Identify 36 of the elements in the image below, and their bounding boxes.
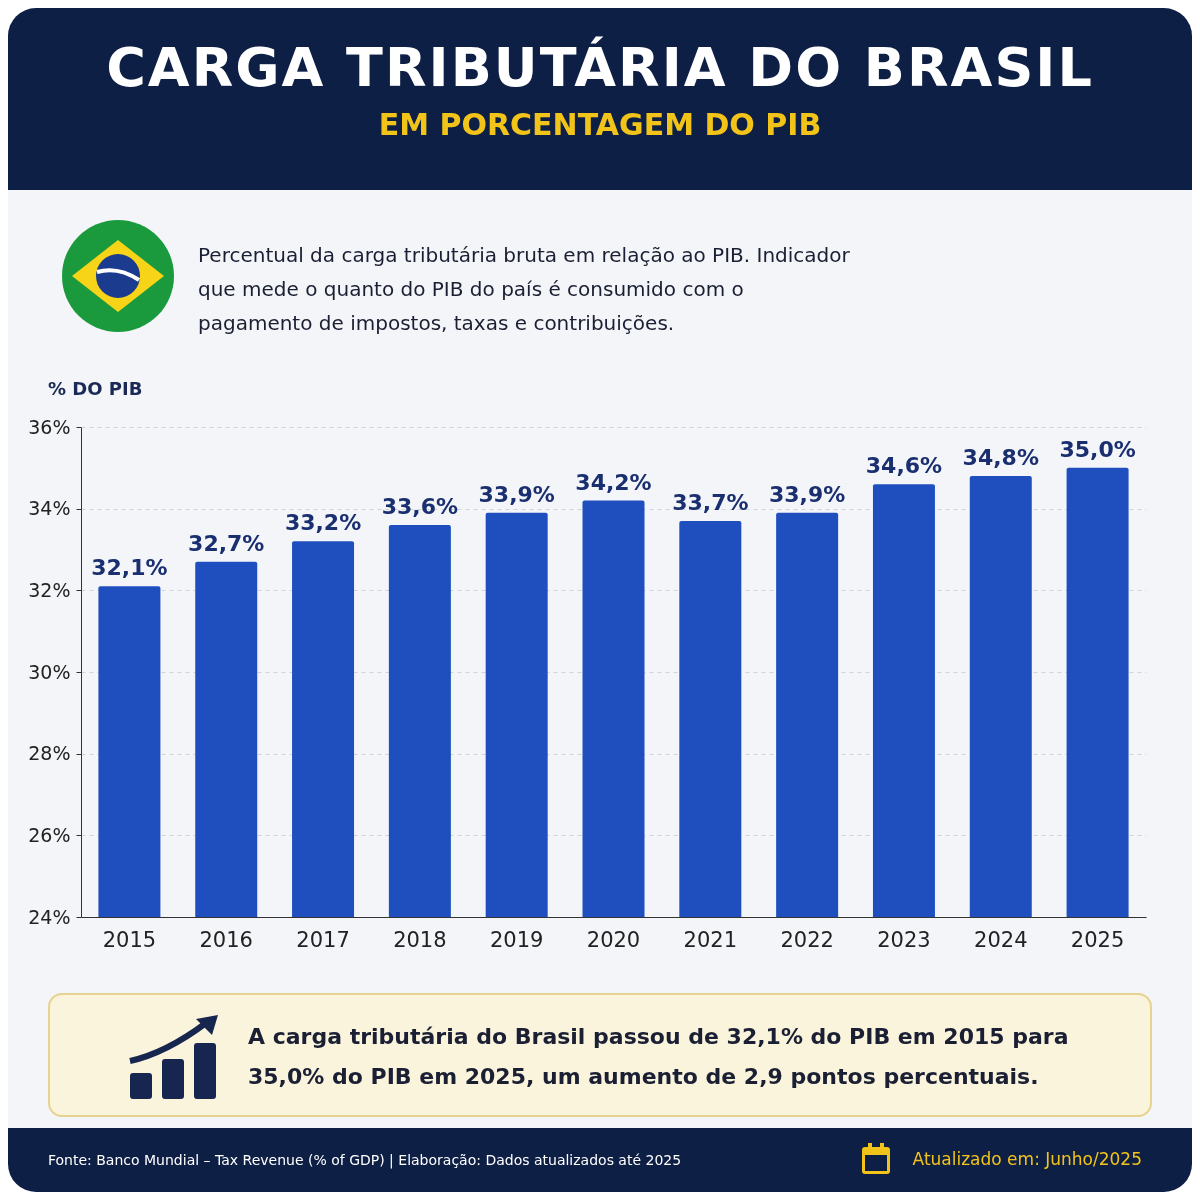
text: A carga tributária do Brasil passou de 32,1% do PIB em 2015 para 35,0% do PIB em 2025, um aumento de 2,9 pontos percentuais. [248,1023,1070,1091]
x-tick-label: 2023 [877,927,931,952]
x-tick-label: 2015 [102,927,157,952]
x-tick-label: 2024 [974,927,1028,952]
chart-subtitle: EM PORCENTAGEM DO PIB [377,107,823,142]
x-tick-label: 2018 [393,927,447,952]
x-tick-label: 2021 [683,927,738,952]
y-axis-title: % DO PIB [48,378,143,399]
y-tick-label: 30% [28,660,71,683]
data-label: 34,6% [865,453,943,479]
x-tick-label: 2025 [1070,927,1125,952]
x-tick-label: 2022 [780,927,834,952]
chart-title: CARGA TRIBUTÁRIA DO BRASIL [105,36,1095,99]
y-tick-label: 26% [28,823,71,846]
data-label: 32,7% [188,530,265,556]
data-label: 33,2% [284,510,362,536]
y-tick-label: 32% [28,578,71,601]
data-label: 34,8% [962,445,1039,470]
y-tick-label: 28% [28,742,71,765]
text: Percentual da carga tributária bruta em relação ao PIB. Indicador que mede o quanto do PIB do país é consumido com o pagamento de impostos, taxas e contribuições. [198,242,851,337]
data-label: 34,2% [575,469,652,495]
data-label: 33,7% [672,489,749,515]
source-note: Fonte: Banco Mundial – Tax Revenue (% of GDP) | Elaboração: Dados atualizados até 2025 [48,1152,682,1168]
y-tick-label: 36% [28,415,71,438]
y-tick-label: 24% [28,905,71,928]
y-tick-label: 34% [28,497,71,520]
data-label: 35,0% [1059,436,1136,462]
x-tick-label: 2016 [199,927,253,952]
x-tick-label: 2017 [296,927,350,952]
text: Atualizado em: Junho/2025 [912,1149,1142,1169]
x-tick-label: 2020 [586,927,641,952]
x-tick-label: 2019 [489,927,544,952]
data-label: 33,9% [768,481,846,507]
data-label: 32,1% [91,555,168,581]
data-label: 33,6% [381,494,459,519]
data-label: 33,9% [478,481,555,507]
